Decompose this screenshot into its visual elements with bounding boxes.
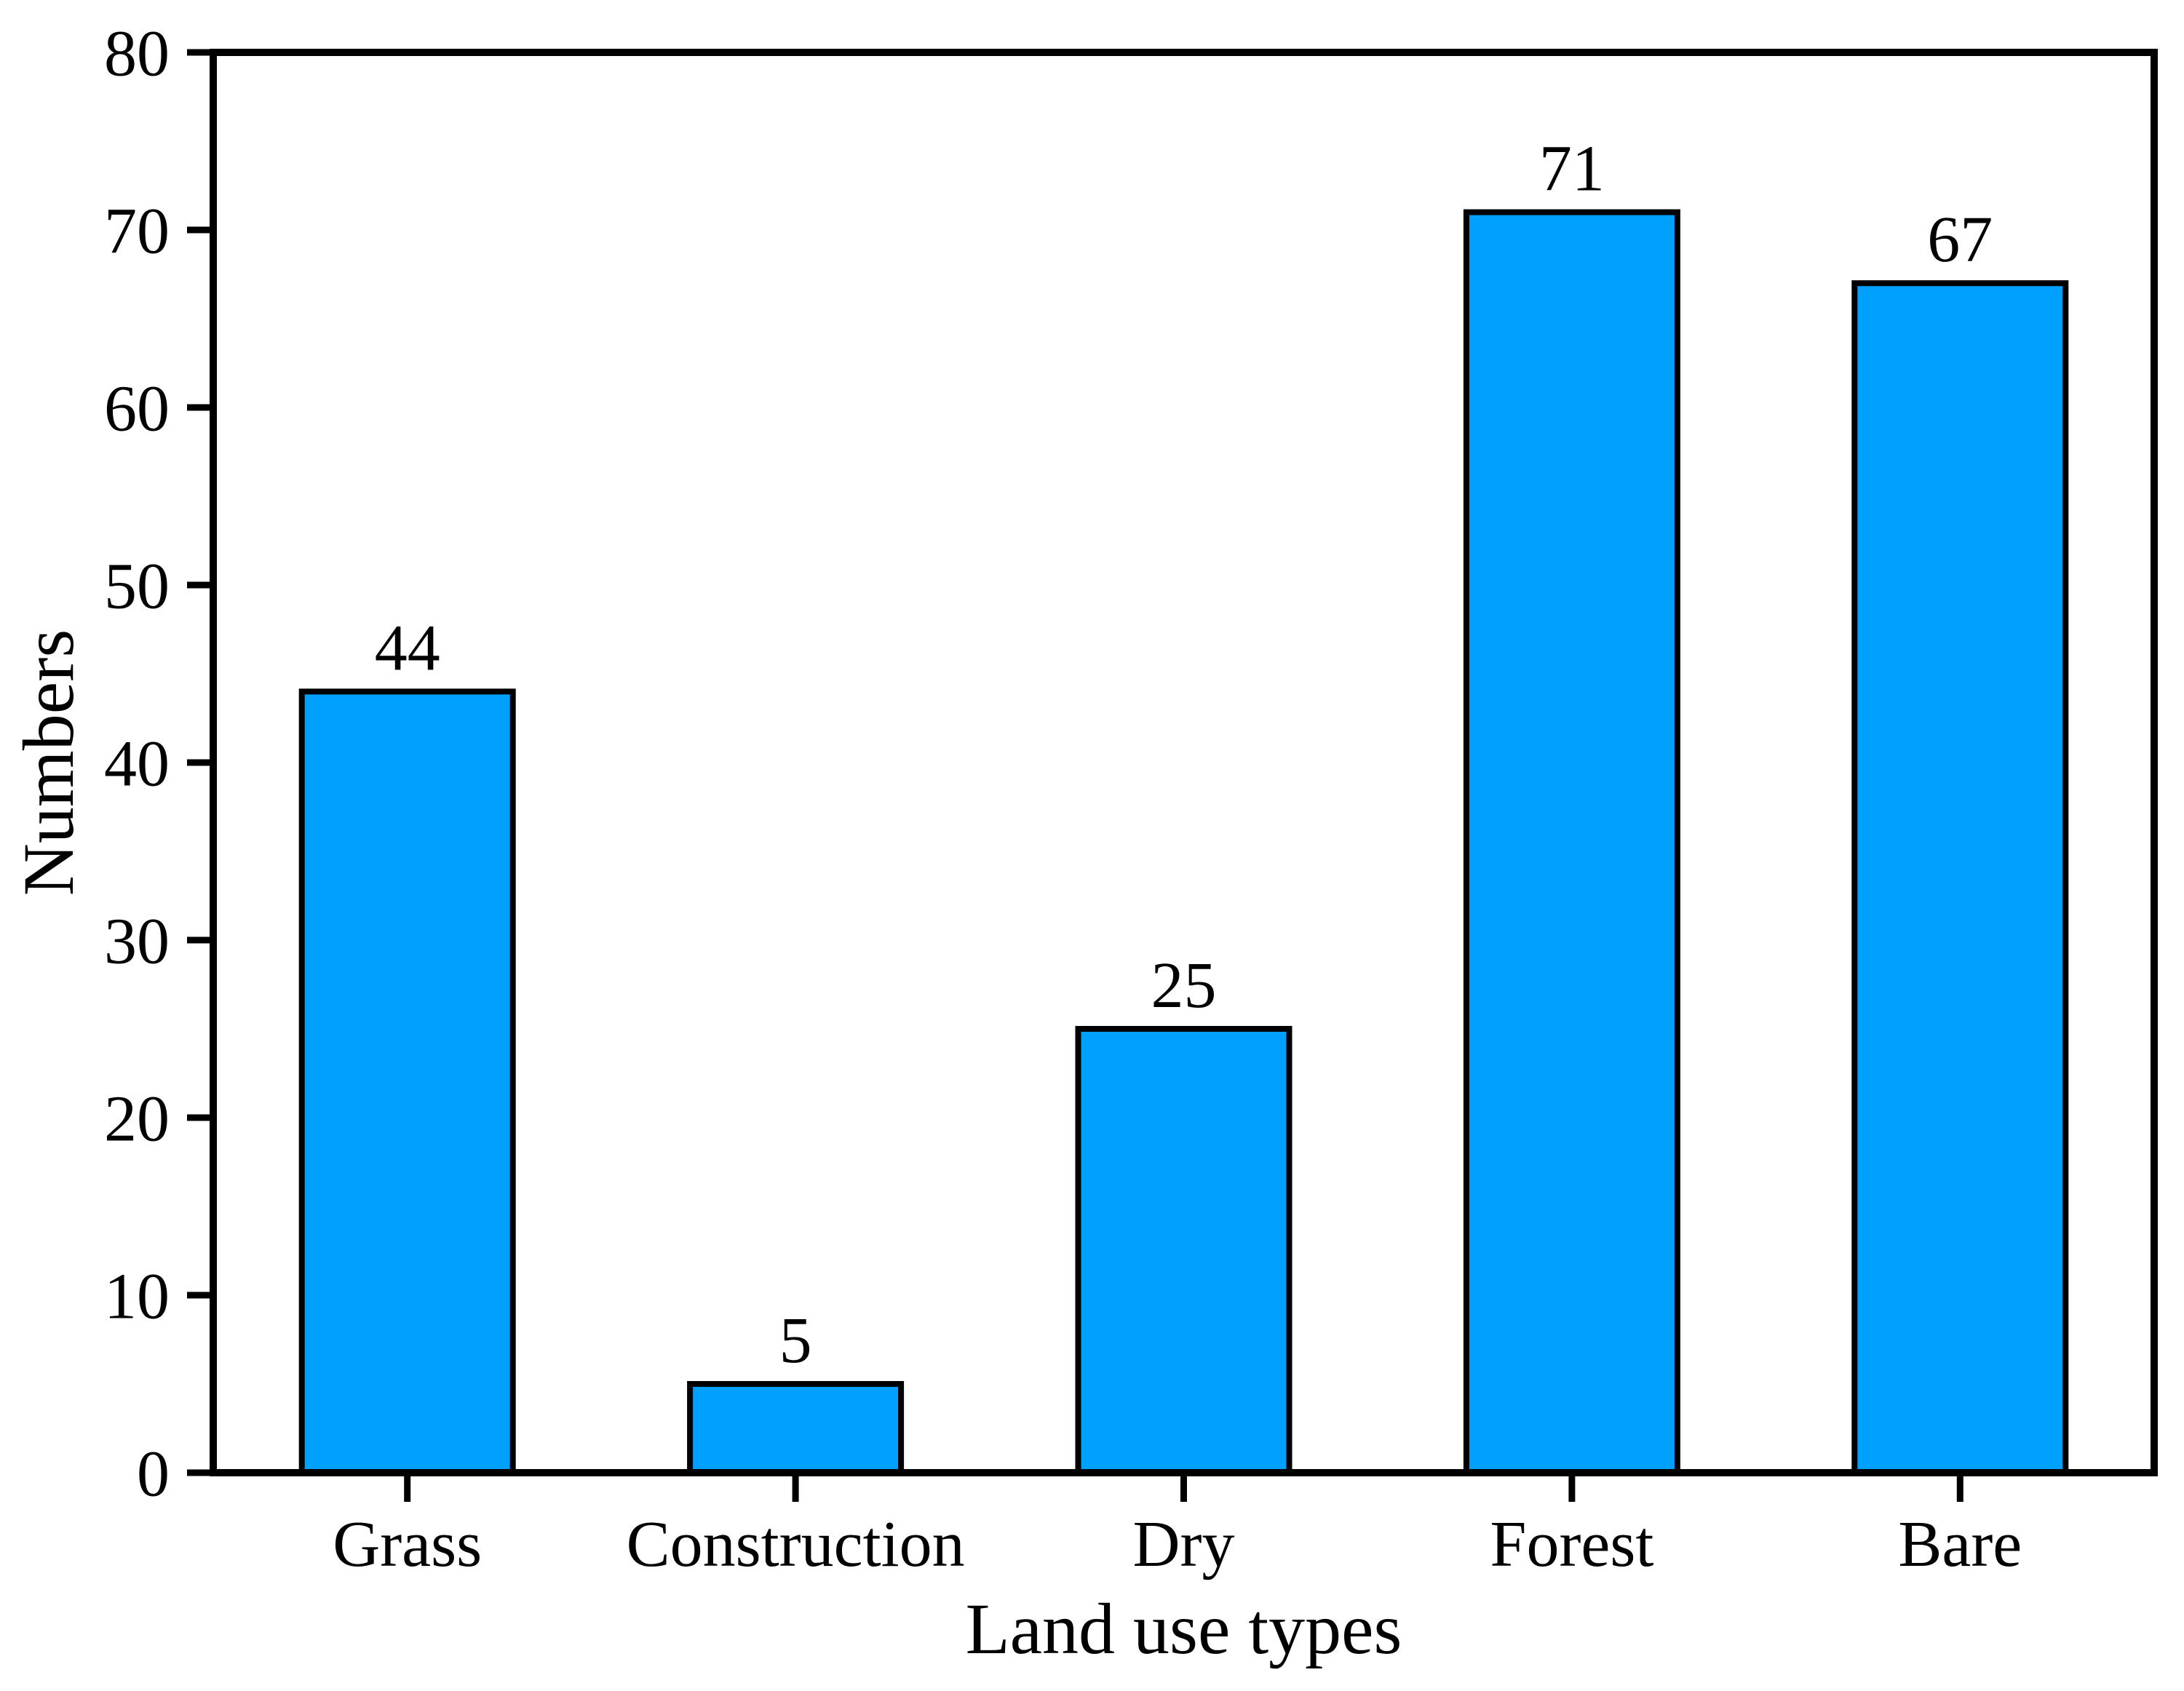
- x-tick-label-dry: Dry: [1133, 1508, 1235, 1580]
- bar-bare: [1851, 280, 2069, 1476]
- y-tick-label: 10: [104, 1261, 170, 1333]
- y-tick-label: 60: [104, 373, 170, 445]
- y-tick-label: 80: [104, 18, 170, 90]
- y-tick-label: 30: [104, 906, 170, 978]
- x-tick-label-bare: Bare: [1898, 1508, 2022, 1580]
- x-tick-label-construction: Construction: [627, 1508, 965, 1580]
- x-axis-title: Land use types: [966, 1588, 1402, 1669]
- y-tick-label: 50: [104, 551, 170, 623]
- bar-grass: [298, 688, 516, 1476]
- bar-value-label: 44: [375, 612, 440, 684]
- bar-value-label: 67: [1927, 204, 1993, 276]
- bar-value-label: 5: [779, 1305, 812, 1377]
- y-tick-label: 0: [137, 1439, 170, 1511]
- y-tick-label: 20: [104, 1083, 170, 1155]
- y-tick-label: 40: [104, 728, 170, 800]
- bar-dry: [1075, 1026, 1292, 1476]
- x-tick-label-grass: Grass: [333, 1508, 482, 1580]
- y-axis-title: Numbers: [8, 629, 89, 896]
- x-tick-label-forest: Forest: [1490, 1508, 1653, 1580]
- bar-construction: [687, 1381, 905, 1476]
- y-tick-label: 70: [104, 196, 170, 268]
- bar-value-label: 71: [1539, 133, 1605, 205]
- bar-value-label: 25: [1151, 950, 1217, 1022]
- bar-forest: [1463, 209, 1680, 1476]
